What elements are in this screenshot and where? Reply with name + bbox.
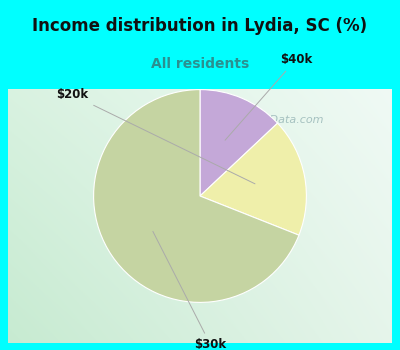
Text: $20k: $20k	[56, 89, 255, 184]
Text: City-Data.com: City-Data.com	[245, 115, 324, 125]
Wedge shape	[94, 90, 299, 302]
Text: All residents: All residents	[151, 57, 249, 71]
Text: Income distribution in Lydia, SC (%): Income distribution in Lydia, SC (%)	[32, 17, 368, 35]
Wedge shape	[200, 90, 278, 196]
Wedge shape	[200, 123, 306, 235]
Text: $30k: $30k	[153, 231, 227, 350]
Text: $40k: $40k	[225, 53, 312, 140]
